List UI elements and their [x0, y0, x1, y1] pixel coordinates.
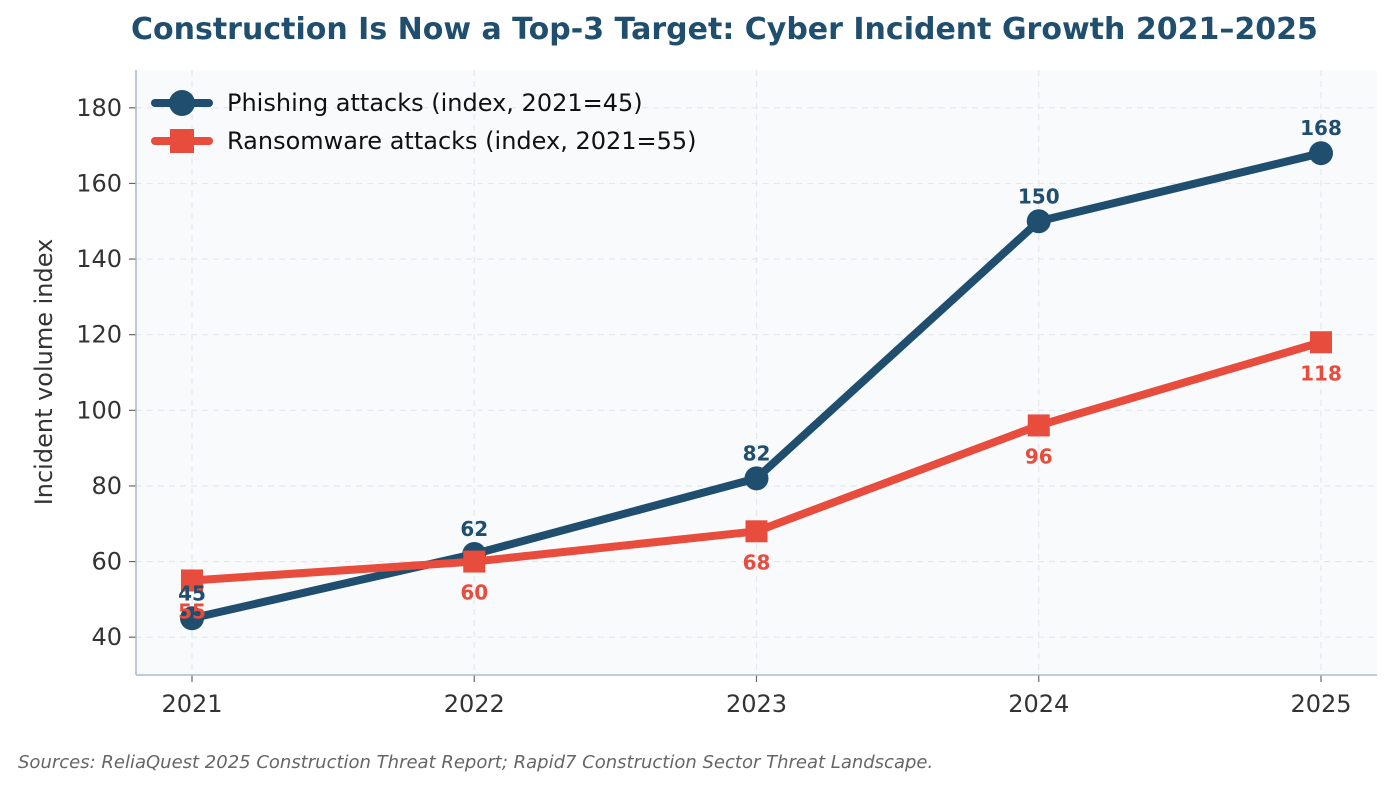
y-tick-label: 40 — [91, 623, 122, 651]
series-1-data-label: 150 — [1018, 184, 1060, 208]
x-tick-label: 2021 — [161, 690, 222, 718]
y-tick-label: 60 — [91, 548, 122, 576]
series-2-data-label: 118 — [1300, 361, 1342, 385]
x-tick-label: 2025 — [1290, 690, 1351, 718]
y-tick-label: 120 — [76, 321, 122, 349]
legend-label-2: Ransomware attacks (index, 2021=55) — [227, 127, 697, 155]
series-2-point — [745, 520, 768, 543]
source-note: Sources: ReliaQuest 2025 Construction Th… — [18, 752, 934, 773]
y-axis-label: Incident volume index — [30, 239, 58, 506]
series-2-point — [181, 569, 203, 592]
data-labels-layer: 45 62 82 150 168 55 60 68 96 118 — [178, 116, 1342, 623]
y-tick-label: 140 — [76, 245, 122, 273]
legend-label-1: Phishing attacks (index, 2021=45) — [227, 89, 643, 117]
x-tick-label: 2022 — [444, 690, 505, 718]
series-1-data-label: 62 — [460, 517, 488, 541]
legend-marker-1 — [169, 90, 195, 116]
y-tick-label: 100 — [76, 396, 122, 424]
series-2-data-label: 60 — [460, 581, 488, 605]
y-tick-label: 160 — [76, 169, 122, 197]
series-1-point — [744, 466, 769, 491]
series-2-data-label: 55 — [178, 599, 206, 623]
series-1-point — [1309, 141, 1333, 166]
axes-layer: 40 60 80 100 120 140 160 180 2021 2022 2023 2024 202… — [76, 70, 1377, 718]
chart-title: Construction Is Now a Top-3 Target: Cybe… — [131, 12, 1318, 47]
series-1-point — [180, 606, 204, 631]
legend: Phishing attacks (index, 2021=45) Ransomw… — [151, 89, 697, 155]
series-1-data-label: 168 — [1300, 116, 1342, 140]
y-tick-label: 180 — [76, 94, 122, 122]
series-2-data-label: 68 — [743, 550, 771, 574]
x-tick-label: 2023 — [726, 690, 787, 718]
series-2-point — [1027, 414, 1050, 437]
x-tick-label: 2024 — [1008, 690, 1069, 718]
series-1-data-label: 45 — [178, 581, 206, 605]
series-2-data-label: 96 — [1025, 444, 1053, 468]
series-2-point — [1310, 331, 1332, 354]
series-1-data-label: 82 — [743, 441, 771, 465]
series-2-point — [463, 550, 486, 573]
legend-marker-2 — [170, 129, 194, 153]
series-1-point — [1026, 209, 1051, 234]
series-layer — [180, 141, 1333, 631]
y-tick-label: 80 — [91, 472, 122, 500]
grid-layer — [136, 70, 1377, 675]
